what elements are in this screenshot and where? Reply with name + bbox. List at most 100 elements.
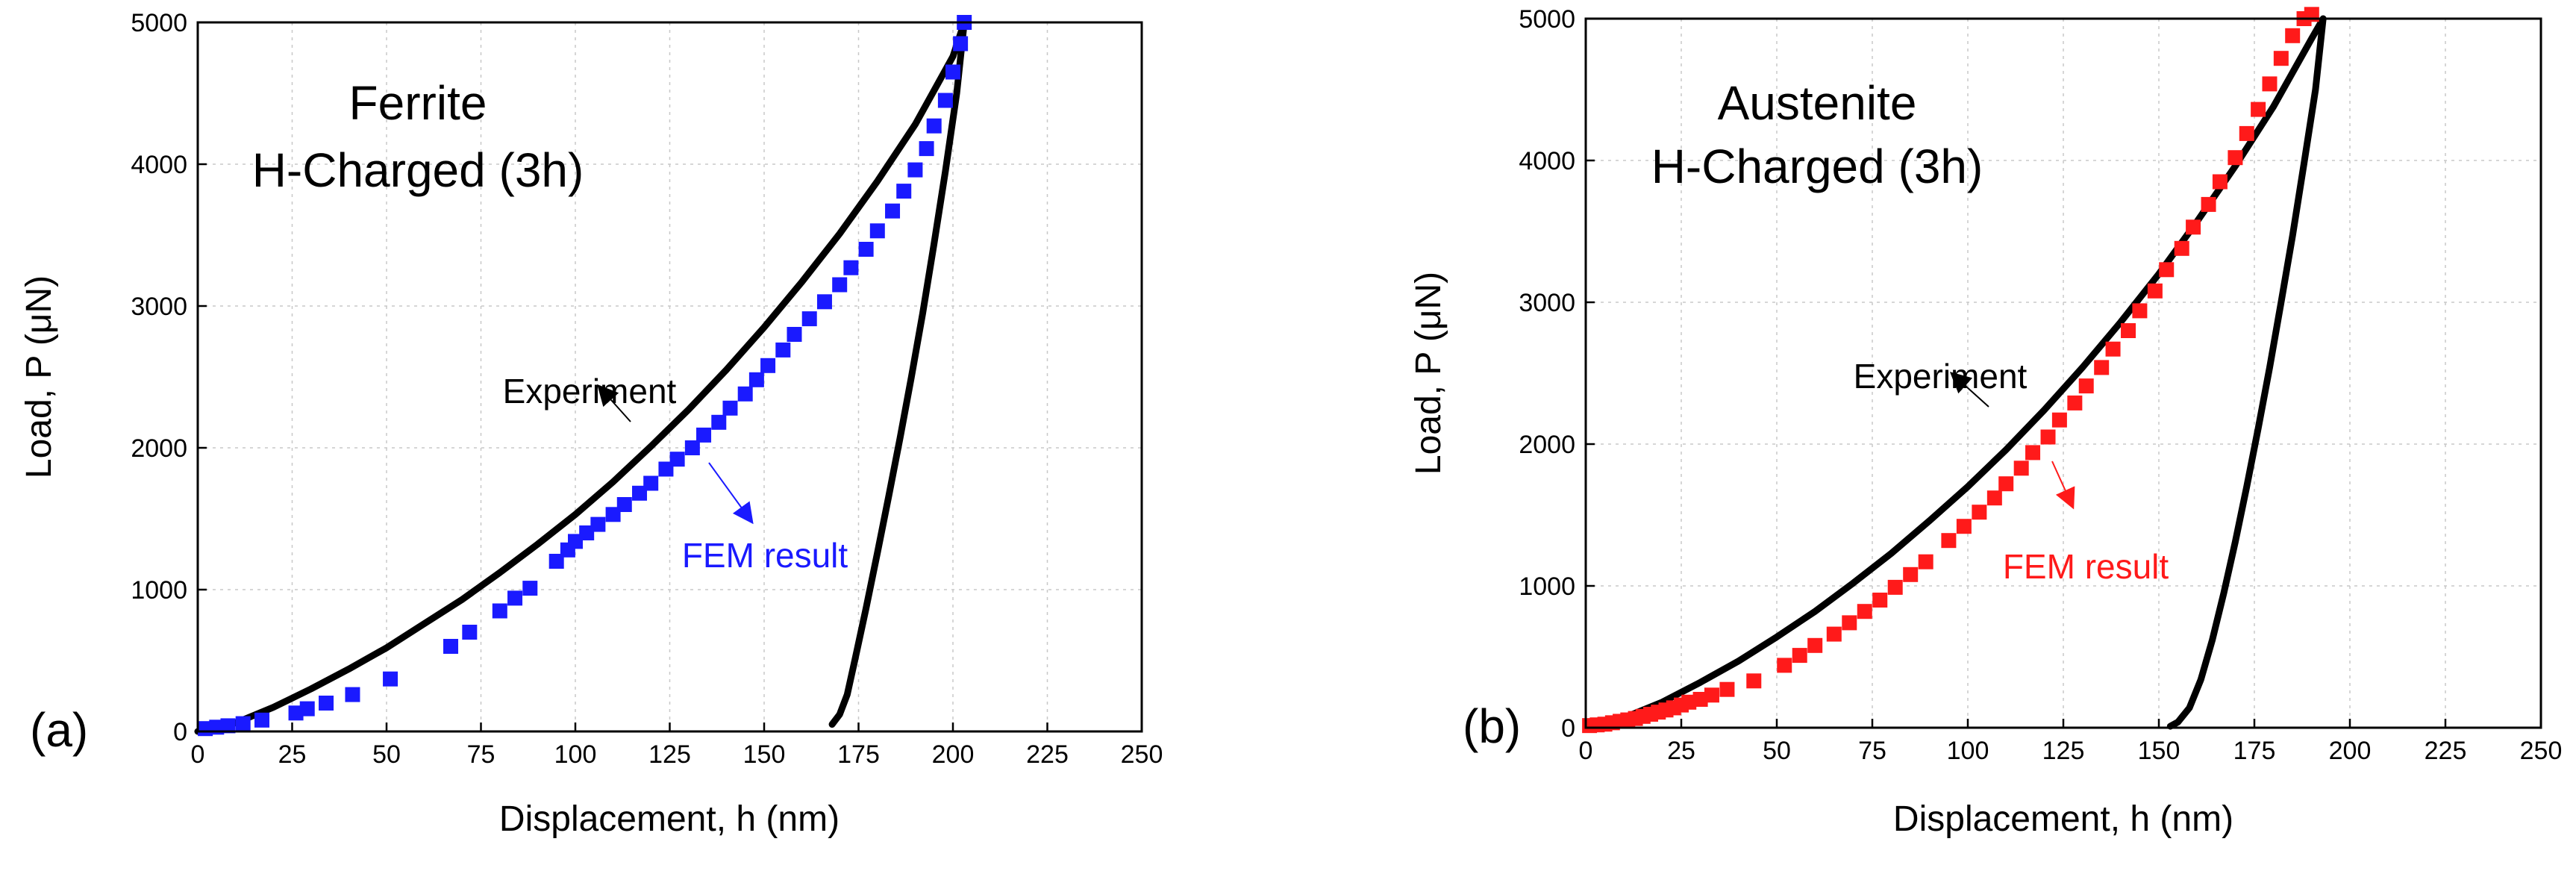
fem-marker-b bbox=[2051, 412, 2067, 428]
fem-marker-b bbox=[1903, 566, 1919, 582]
fem-marker-b bbox=[1998, 476, 2014, 492]
fem-marker-a bbox=[843, 260, 859, 275]
fem-marker-b bbox=[2273, 51, 2289, 66]
fem-marker-a bbox=[926, 118, 942, 134]
fem-marker-a bbox=[590, 516, 606, 532]
fem-marker-a bbox=[383, 671, 398, 687]
fem-marker-a bbox=[858, 242, 874, 257]
fem-marker-a bbox=[235, 716, 251, 731]
x-tick-label: 75 bbox=[467, 740, 495, 769]
y-tick-label: 1000 bbox=[1519, 572, 1575, 601]
fem-marker-b bbox=[2251, 102, 2266, 117]
fem-marker-b bbox=[1872, 593, 1888, 608]
fem-marker-b bbox=[1719, 681, 1735, 697]
x-tick-label: 250 bbox=[1121, 740, 1163, 769]
fem-marker-a bbox=[775, 342, 791, 358]
fem-arrow-b bbox=[2051, 461, 2075, 510]
experiment-annotation-a: Experiment bbox=[503, 372, 677, 411]
fem-marker-b bbox=[1681, 694, 1697, 710]
fem-marker-b bbox=[2078, 378, 2094, 394]
fem-marker-a bbox=[816, 294, 832, 310]
fem-marker-b bbox=[2186, 219, 2201, 235]
fem-marker-b bbox=[2067, 395, 2083, 411]
fem-marker-a bbox=[568, 534, 583, 549]
fem-marker-a bbox=[711, 414, 727, 430]
fem-marker-a bbox=[548, 554, 564, 569]
y-tick-label: 0 bbox=[1561, 714, 1575, 743]
fem-marker-a bbox=[896, 184, 912, 199]
fem-marker-a bbox=[616, 497, 632, 512]
fem-marker-b bbox=[1792, 648, 1807, 664]
fem-marker-b bbox=[1941, 533, 1957, 549]
panel-label-a: (a) bbox=[30, 703, 88, 757]
x-tick-label: 125 bbox=[2042, 737, 2085, 765]
fem-marker-a bbox=[953, 36, 969, 51]
fem-marker-b bbox=[2040, 429, 2056, 445]
series-layer-b bbox=[1582, 7, 2327, 734]
fem-marker-b bbox=[1842, 615, 1857, 631]
fem-marker-a bbox=[220, 718, 236, 734]
experiment-arrow-b bbox=[1949, 372, 1989, 408]
x-tick-label: 150 bbox=[743, 740, 786, 769]
fem-marker-a bbox=[507, 590, 523, 606]
chart-panel-b: 0 25 50 75 100 125 150 175 200 225 250 0 1000 2000 300… bbox=[1409, 5, 2562, 839]
fem-marker-b bbox=[2239, 125, 2254, 141]
fem-marker-a bbox=[737, 386, 753, 402]
fem-marker-a bbox=[907, 162, 923, 178]
fem-marker-b bbox=[2132, 303, 2148, 319]
fem-marker-b bbox=[2159, 262, 2175, 278]
fem-marker-b bbox=[1777, 658, 1792, 673]
fem-marker-a bbox=[522, 581, 538, 596]
x-tick-label: 0 bbox=[191, 740, 205, 769]
fem-marker-a bbox=[722, 400, 738, 416]
panel-title-a: Ferrite bbox=[349, 76, 487, 130]
fem-marker-a bbox=[945, 64, 960, 80]
fem-marker-a bbox=[684, 440, 700, 455]
fem-marker-b bbox=[2212, 174, 2228, 190]
fem-marker-a bbox=[345, 687, 360, 702]
panel-subtitle-b: H-Charged (3h) bbox=[1651, 140, 1983, 193]
fem-marker-a bbox=[462, 625, 478, 640]
x-tick-label: 75 bbox=[1858, 737, 1886, 765]
x-tick-label: 225 bbox=[1026, 740, 1069, 769]
fem-marker-a bbox=[869, 223, 885, 239]
x-axis-label-a: Displacement, h (nm) bbox=[499, 799, 840, 839]
fem-marker-b bbox=[1918, 554, 1933, 569]
fem-marker-b bbox=[2228, 150, 2243, 166]
y-axis-label-b: Load, P (μN) bbox=[1409, 272, 1448, 475]
y-tick-label: 5000 bbox=[1519, 5, 1575, 34]
fem-marker-a bbox=[696, 427, 712, 443]
fem-marker-a bbox=[443, 639, 459, 654]
fem-marker-a bbox=[299, 701, 315, 717]
fem-marker-a bbox=[787, 327, 802, 342]
fem-marker-a bbox=[801, 311, 817, 327]
panel-label-b: (b) bbox=[1463, 699, 1521, 753]
fem-marker-a bbox=[254, 712, 270, 728]
x-tick-label: 0 bbox=[1579, 737, 1593, 765]
fem-marker-b bbox=[1746, 673, 1762, 689]
fem-marker-b bbox=[1826, 626, 1842, 642]
fem-marker-b bbox=[1986, 490, 2002, 506]
fem-marker-b bbox=[2094, 360, 2110, 375]
x-tick-label: 100 bbox=[1947, 737, 1989, 765]
fem-marker-b bbox=[1887, 579, 1903, 595]
fem-marker-a bbox=[669, 452, 685, 467]
fem-marker-b bbox=[1704, 687, 1719, 703]
x-tick-label: 200 bbox=[2329, 737, 2372, 765]
fem-marker-b bbox=[2025, 445, 2041, 461]
x-tick-label: 150 bbox=[2138, 737, 2180, 765]
fem-marker-a bbox=[492, 603, 507, 619]
fem-marker-b bbox=[2174, 240, 2189, 256]
fem-marker-b bbox=[2013, 461, 2029, 476]
fem-marker-a bbox=[319, 696, 334, 711]
x-tick-label: 100 bbox=[554, 740, 597, 769]
fem-marker-b bbox=[2285, 28, 2301, 43]
fem-marker-b bbox=[1807, 637, 1823, 653]
y-tick-label: 3000 bbox=[1519, 289, 1575, 317]
x-tick-label: 25 bbox=[1667, 737, 1695, 765]
experiment-curve-b bbox=[1582, 15, 2327, 731]
chart-panel-a: 0 25 50 75 100 125 150 175 200 225 250 0 1000 2000 300… bbox=[19, 9, 1163, 839]
fem-marker-b bbox=[1972, 505, 1987, 520]
y-tick-label: 1000 bbox=[131, 576, 187, 605]
